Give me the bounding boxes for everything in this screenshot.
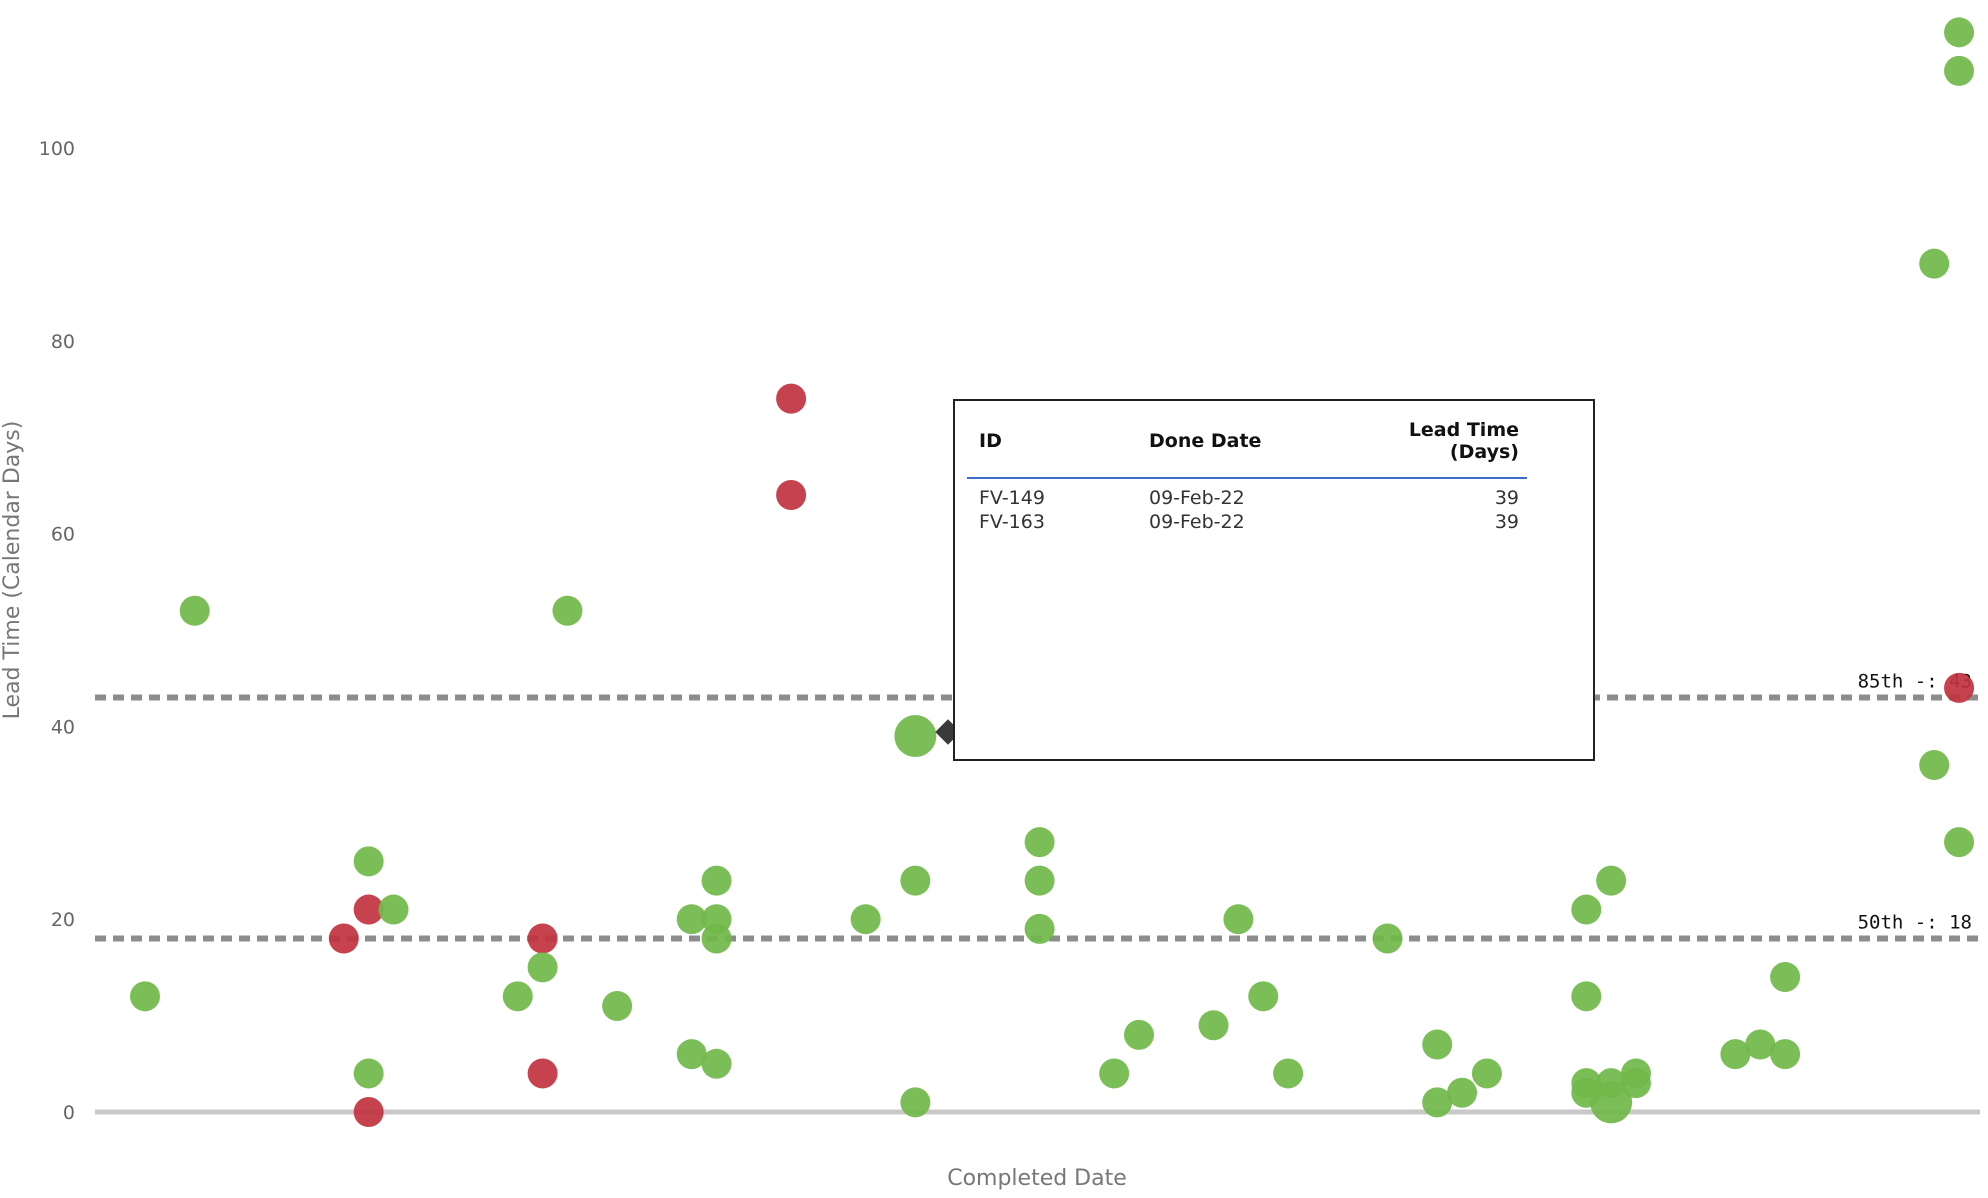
data-point[interactable]	[1596, 865, 1627, 896]
data-point-late[interactable]	[353, 894, 384, 925]
data-point[interactable]	[179, 595, 210, 626]
tooltip-header-lead-time: Lead Time (Days)	[1327, 411, 1527, 479]
tooltip-row: FV-163 09-Feb-22 39	[967, 509, 1527, 533]
data-point[interactable]	[894, 715, 937, 758]
data-point-late[interactable]	[1944, 672, 1975, 703]
data-point[interactable]	[676, 1039, 707, 1070]
data-point[interactable]	[1944, 55, 1975, 86]
data-point[interactable]	[900, 865, 931, 896]
data-point[interactable]	[353, 846, 384, 877]
tooltip: ID Done Date Lead Time (Days) FV-149 09-…	[953, 399, 1595, 761]
data-point[interactable]	[1024, 827, 1055, 858]
tooltip-cell-id: FV-149	[979, 487, 1045, 509]
data-point[interactable]	[1447, 1077, 1478, 1108]
data-point[interactable]	[701, 1048, 732, 1079]
data-point[interactable]	[1248, 981, 1279, 1012]
data-point[interactable]	[1273, 1058, 1304, 1089]
data-point[interactable]	[1124, 1019, 1154, 1050]
data-point[interactable]	[1422, 1087, 1453, 1118]
y-tick-label: 60	[51, 524, 75, 546]
data-point[interactable]	[850, 904, 881, 935]
data-point[interactable]	[1471, 1058, 1502, 1089]
data-point[interactable]	[1745, 1029, 1776, 1060]
data-point[interactable]	[552, 595, 583, 626]
reference-line-label: 50th -: 18	[1858, 911, 1972, 933]
data-point-late[interactable]	[353, 1097, 384, 1127]
data-point[interactable]	[701, 865, 732, 896]
data-point-late[interactable]	[527, 1058, 558, 1089]
data-point-late[interactable]	[328, 923, 359, 954]
reference-line-label: 85th -: 43	[1858, 670, 1972, 692]
data-point[interactable]	[1571, 894, 1602, 925]
data-point[interactable]	[1198, 1010, 1229, 1041]
data-point-late[interactable]	[776, 383, 807, 414]
y-axis-title: Lead Time (Calendar Days)	[0, 421, 25, 720]
x-axis-title: Completed Date	[947, 1166, 1127, 1191]
data-point[interactable]	[130, 981, 160, 1012]
y-tick-label: 80	[51, 331, 75, 353]
data-point[interactable]	[1919, 749, 1950, 780]
tooltip-cell-done-date: 09-Feb-22	[1149, 511, 1245, 533]
data-point[interactable]	[1621, 1068, 1651, 1099]
data-point[interactable]	[1024, 913, 1055, 944]
tooltip-header-done-date: Done Date	[1137, 411, 1327, 479]
y-tick-label: 20	[51, 909, 75, 931]
data-point[interactable]	[1770, 962, 1801, 993]
data-point[interactable]	[1422, 1029, 1453, 1060]
data-point[interactable]	[1720, 1039, 1751, 1070]
data-point[interactable]	[900, 1087, 931, 1118]
tooltip-header-row: ID Done Date Lead Time (Days)	[967, 411, 1527, 479]
data-point[interactable]	[1770, 1039, 1801, 1070]
data-point-late[interactable]	[527, 923, 558, 954]
y-tick-label: 0	[63, 1102, 75, 1124]
y-axis: 0 20 40 60 80 100	[39, 138, 75, 1124]
data-point[interactable]	[701, 923, 732, 954]
data-points[interactable]	[130, 17, 1975, 1127]
data-point[interactable]	[1944, 17, 1975, 48]
tooltip-cell-lead-time: 39	[1494, 487, 1519, 509]
tooltip-header-id: ID	[967, 411, 1137, 479]
tooltip-cell-done-date: 09-Feb-22	[1149, 487, 1245, 509]
data-point[interactable]	[353, 1058, 384, 1089]
data-point[interactable]	[1223, 904, 1254, 935]
tooltip-cell-lead-time: 39	[1494, 511, 1519, 533]
data-point[interactable]	[1372, 923, 1403, 954]
data-point[interactable]	[1099, 1058, 1130, 1089]
tooltip-cell-id: FV-163	[979, 511, 1045, 533]
data-point[interactable]	[527, 952, 558, 983]
y-tick-label: 40	[51, 716, 75, 738]
data-point[interactable]	[676, 904, 707, 935]
data-point[interactable]	[1590, 1081, 1633, 1124]
data-point[interactable]	[502, 981, 533, 1012]
data-point-late[interactable]	[776, 480, 807, 511]
data-point[interactable]	[1919, 248, 1950, 279]
data-point[interactable]	[1571, 981, 1602, 1012]
data-point[interactable]	[602, 990, 633, 1021]
tooltip-table: ID Done Date Lead Time (Days) FV-149 09-…	[967, 411, 1527, 533]
y-tick-label: 100	[39, 138, 75, 160]
data-point[interactable]	[1024, 865, 1055, 896]
data-point[interactable]	[378, 894, 409, 925]
tooltip-row: FV-149 09-Feb-22 39	[967, 478, 1527, 509]
data-point[interactable]	[1944, 827, 1975, 858]
